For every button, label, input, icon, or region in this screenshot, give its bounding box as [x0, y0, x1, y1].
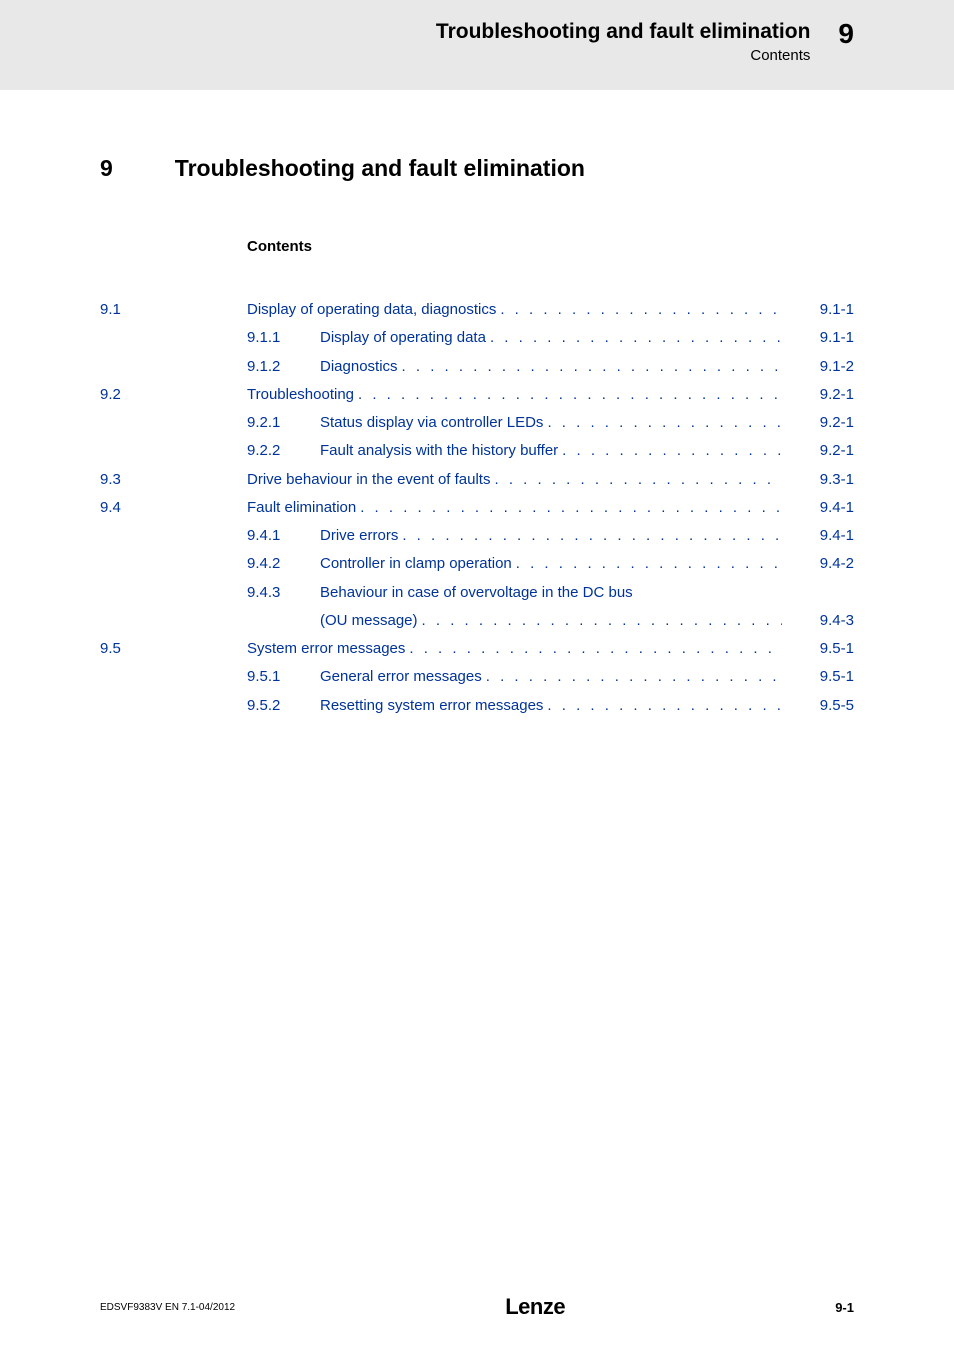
toc-number: 9.4.1 [247, 524, 320, 547]
toc-page: 9.5-5 [794, 694, 854, 717]
header-band: Troubleshooting and fault elimination Co… [0, 0, 954, 90]
toc-entry-continuation[interactable]: (OU message) 9.4-3 [100, 609, 854, 632]
toc-page: 9.5-1 [794, 637, 854, 660]
main-chapter-number: 9 [100, 155, 113, 182]
toc-text: Drive errors [320, 524, 782, 547]
toc-entry[interactable]: 9.5.2 Resetting system error messages 9.… [100, 694, 854, 717]
toc-page: 9.5-1 [794, 665, 854, 688]
toc-number: 9.3 [100, 468, 247, 491]
toc-text: Controller in clamp operation [320, 552, 782, 575]
header-chapter-number: 9 [838, 20, 854, 48]
toc-entry[interactable]: 9.1 Display of operating data, diagnosti… [100, 298, 854, 321]
toc-dots [490, 326, 782, 349]
toc-page: 9.1-2 [794, 355, 854, 378]
toc-number: 9.1 [100, 298, 247, 321]
footer-doc-id: EDSVF9383V EN 7.1-04/2012 [100, 1302, 235, 1313]
toc-number: 9.2.1 [247, 411, 320, 434]
toc-page: 9.1-1 [794, 298, 854, 321]
toc-text: Display of operating data, diagnostics [247, 298, 782, 321]
toc-dots [486, 665, 782, 688]
toc-page: 9.3-1 [794, 468, 854, 491]
toc-page: 9.4-3 [794, 609, 854, 632]
header-title: Troubleshooting and fault elimination [436, 18, 811, 45]
toc-dots [547, 411, 782, 434]
toc-page: 9.4-2 [794, 552, 854, 575]
toc-dots [402, 355, 782, 378]
toc-entry[interactable]: 9.4 Fault elimination 9.4-1 [100, 496, 854, 519]
toc-dots [516, 552, 782, 575]
header-text-block: Troubleshooting and fault elimination Co… [436, 18, 811, 64]
toc-number: 9.4.3 [247, 581, 320, 604]
toc-dots [422, 609, 782, 632]
footer-logo: Lenze [505, 1294, 565, 1320]
toc-entry[interactable]: 9.1.2 Diagnostics 9.1-2 [100, 355, 854, 378]
toc-text: General error messages [320, 665, 782, 688]
toc-entry[interactable]: 9.4.2 Controller in clamp operation 9.4-… [100, 552, 854, 575]
toc-entry[interactable]: 9.2.1 Status display via controller LEDs… [100, 411, 854, 434]
toc-text: System error messages [247, 637, 782, 660]
toc-dots [360, 496, 782, 519]
toc-dots [500, 298, 782, 321]
toc-page: 9.4-1 [794, 524, 854, 547]
toc-text: Behaviour in case of overvoltage in the … [320, 581, 782, 604]
toc-dots [547, 694, 782, 717]
toc-number: 9.5.1 [247, 665, 320, 688]
toc-text: Resetting system error messages [320, 694, 782, 717]
toc-text: Display of operating data [320, 326, 782, 349]
footer-page-number: 9-1 [835, 1300, 854, 1315]
toc-number: 9.1.2 [247, 355, 320, 378]
footer: EDSVF9383V EN 7.1-04/2012 Lenze 9-1 [100, 1294, 854, 1320]
toc-text: Fault analysis with the history buffer [320, 439, 782, 462]
toc-text: Fault elimination [247, 496, 782, 519]
toc-text: Drive behaviour in the event of faults [247, 468, 782, 491]
toc-number: 9.2 [100, 383, 247, 406]
toc-entry[interactable]: 9.5 System error messages 9.5-1 [100, 637, 854, 660]
main-title: Troubleshooting and fault elimination [175, 155, 585, 182]
toc-entry[interactable]: 9.4.1 Drive errors 9.4-1 [100, 524, 854, 547]
toc-dots [409, 637, 782, 660]
toc-number: 9.4 [100, 496, 247, 519]
toc-dots [562, 439, 782, 462]
toc-text: (OU message) [320, 609, 782, 632]
toc-page: 9.2-1 [794, 411, 854, 434]
toc-entry[interactable]: 9.2.2 Fault analysis with the history bu… [100, 439, 854, 462]
toc-page: 9.2-1 [794, 383, 854, 406]
toc-entry[interactable]: 9.2 Troubleshooting 9.2-1 [100, 383, 854, 406]
header-subtitle: Contents [436, 47, 811, 64]
main-title-row: 9 Troubleshooting and fault elimination [100, 155, 585, 182]
toc-number: 9.5 [100, 637, 247, 660]
header-content: Troubleshooting and fault elimination Co… [436, 18, 854, 64]
toc-text: Troubleshooting [247, 383, 782, 406]
toc-dots [358, 383, 782, 406]
toc-dots [402, 524, 782, 547]
toc-text: Status display via controller LEDs [320, 411, 782, 434]
toc-number: 9.1.1 [247, 326, 320, 349]
table-of-contents: 9.1 Display of operating data, diagnosti… [100, 298, 854, 722]
contents-label: Contents [247, 238, 312, 255]
toc-number: 9.5.2 [247, 694, 320, 717]
toc-number: 9.2.2 [247, 439, 320, 462]
toc-dots [494, 468, 782, 491]
toc-entry[interactable]: 9.3 Drive behaviour in the event of faul… [100, 468, 854, 491]
toc-page: 9.4-1 [794, 496, 854, 519]
toc-entry[interactable]: 9.1.1 Display of operating data 9.1-1 [100, 326, 854, 349]
toc-entry[interactable]: 9.4.3 Behaviour in case of overvoltage i… [100, 581, 854, 604]
toc-page: 9.1-1 [794, 326, 854, 349]
toc-entry[interactable]: 9.5.1 General error messages 9.5-1 [100, 665, 854, 688]
toc-text: Diagnostics [320, 355, 782, 378]
toc-page: 9.2-1 [794, 439, 854, 462]
toc-number: 9.4.2 [247, 552, 320, 575]
